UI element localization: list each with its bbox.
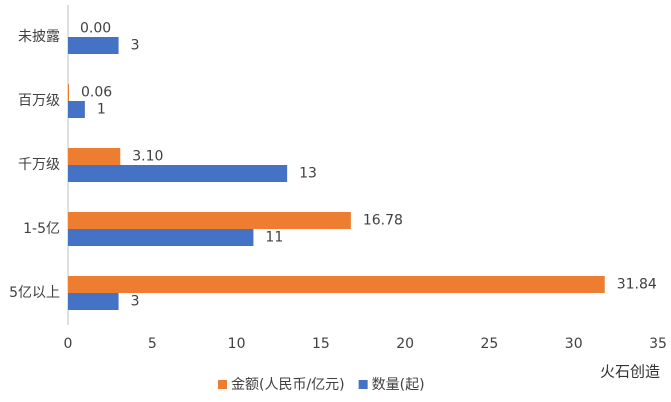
- bar: [68, 165, 288, 182]
- data-label: 31.84: [617, 277, 657, 293]
- data-label: 11: [265, 230, 283, 246]
- bar: [68, 148, 121, 165]
- x-tick-label: 5: [148, 336, 157, 352]
- bar: [68, 212, 351, 229]
- bar: [68, 37, 119, 54]
- legend-label: 数量(起): [372, 377, 425, 393]
- data-label: 3.10: [132, 149, 163, 165]
- legend-swatch: [218, 380, 227, 389]
- x-tick-label: 25: [481, 336, 499, 352]
- category-label: 5亿以上: [9, 285, 60, 301]
- x-tick-label: 15: [312, 336, 330, 352]
- data-label: 0.06: [81, 85, 112, 101]
- category-label: 千万级: [18, 157, 60, 173]
- x-tick-label: 35: [649, 336, 667, 352]
- bar: [68, 101, 85, 118]
- x-tick-label: 20: [396, 336, 414, 352]
- bar: [68, 293, 119, 310]
- category-label: 未披露: [18, 29, 60, 45]
- legend-swatch: [358, 380, 368, 389]
- bar: [68, 84, 70, 101]
- bar: [68, 229, 254, 246]
- watermark: 火石创造: [600, 363, 660, 381]
- x-tick-label: 10: [228, 336, 246, 352]
- data-label: 0.00: [80, 21, 111, 37]
- bar: [68, 276, 605, 293]
- data-label: 13: [299, 166, 317, 182]
- data-label: 3: [131, 294, 140, 310]
- legend-label: 金额(人民币/亿元): [231, 377, 345, 393]
- x-tick-label: 30: [565, 336, 583, 352]
- data-label: 1: [97, 102, 106, 118]
- x-tick-label: 0: [64, 336, 73, 352]
- data-label: 3: [131, 38, 140, 54]
- category-label: 1-5亿: [23, 221, 60, 237]
- data-label: 16.78: [363, 213, 403, 229]
- category-label: 百万级: [18, 93, 60, 109]
